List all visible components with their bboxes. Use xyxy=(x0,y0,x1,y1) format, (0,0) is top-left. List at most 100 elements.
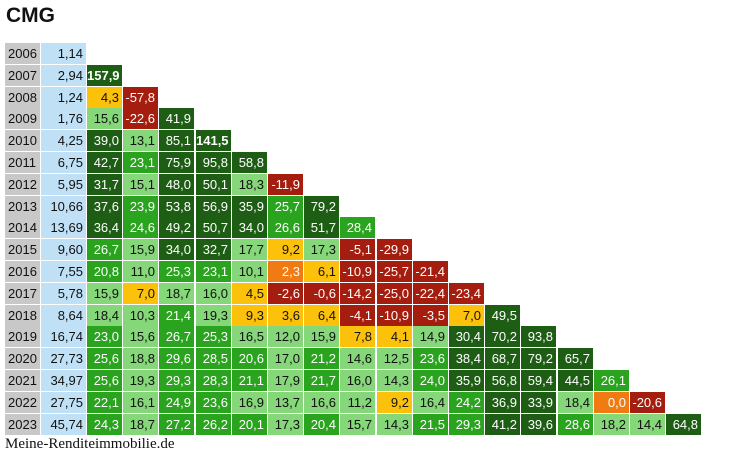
return-cell: 35,9 xyxy=(449,370,484,391)
return-cell: 25,3 xyxy=(159,261,194,282)
return-cell: 29,6 xyxy=(159,348,194,369)
year-label: 2009 xyxy=(5,108,40,129)
return-cell: 16,0 xyxy=(340,370,375,391)
price-value: 2,94 xyxy=(41,65,86,86)
return-cell: 85,1 xyxy=(159,130,194,151)
return-cell: 24,0 xyxy=(413,370,448,391)
return-cell: -29,9 xyxy=(377,239,412,260)
return-cell: 39,0 xyxy=(87,130,122,151)
return-cell: 10,1 xyxy=(232,261,267,282)
return-cell: 64,8 xyxy=(666,414,701,435)
return-cell: 9,3 xyxy=(232,305,267,326)
return-cell: 15,9 xyxy=(304,326,339,347)
return-cell: 2,3 xyxy=(268,261,303,282)
return-cell: 79,2 xyxy=(304,196,339,217)
return-cell: 39,6 xyxy=(521,414,556,435)
price-value: 27,73 xyxy=(41,348,86,369)
return-cell: 26,1 xyxy=(594,370,629,391)
return-cell: 18,4 xyxy=(558,392,593,413)
return-cell: 19,3 xyxy=(123,370,158,391)
price-value: 27,75 xyxy=(41,392,86,413)
return-cell: -11,9 xyxy=(268,174,303,195)
price-value: 13,69 xyxy=(41,217,86,238)
price-value: 1,24 xyxy=(41,87,86,108)
return-cell: -0,6 xyxy=(304,283,339,304)
return-cell: 14,3 xyxy=(377,370,412,391)
return-cell: 23,1 xyxy=(196,261,231,282)
return-cell: 28,4 xyxy=(340,217,375,238)
return-cell: 24,2 xyxy=(449,392,484,413)
return-cell: 37,6 xyxy=(87,196,122,217)
year-label: 2022 xyxy=(5,392,40,413)
return-cell: 13,7 xyxy=(268,392,303,413)
return-cell: -2,6 xyxy=(268,283,303,304)
return-cell: 18,2 xyxy=(594,414,629,435)
return-cell: 29,3 xyxy=(159,370,194,391)
source-footer: Meine-Renditeimmobilie.de xyxy=(5,436,175,452)
return-cell: 41,2 xyxy=(485,414,520,435)
return-cell: 16,4 xyxy=(413,392,448,413)
return-cell: 6,4 xyxy=(304,305,339,326)
return-cell: 7,0 xyxy=(449,305,484,326)
return-cell: 4,3 xyxy=(87,87,122,108)
year-label: 2013 xyxy=(5,196,40,217)
return-cell: 15,6 xyxy=(123,326,158,347)
return-cell: 70,2 xyxy=(485,326,520,347)
return-cell: 17,0 xyxy=(268,348,303,369)
return-cell: 32,7 xyxy=(196,239,231,260)
return-cell: -25,0 xyxy=(377,283,412,304)
return-cell: 26,7 xyxy=(87,239,122,260)
return-cell: -10,9 xyxy=(340,261,375,282)
price-value: 5,78 xyxy=(41,283,86,304)
return-cell: 95,8 xyxy=(196,152,231,173)
return-cell: 20,8 xyxy=(87,261,122,282)
return-cell: 4,5 xyxy=(232,283,267,304)
return-cell: 12,0 xyxy=(268,326,303,347)
return-cell: 26,6 xyxy=(268,217,303,238)
year-label: 2010 xyxy=(5,130,40,151)
year-label: 2012 xyxy=(5,174,40,195)
return-cell: 25,7 xyxy=(268,196,303,217)
return-cell: 30,4 xyxy=(449,326,484,347)
return-cell: 21,4 xyxy=(159,305,194,326)
return-cell: -20,6 xyxy=(630,392,665,413)
return-cell: 14,4 xyxy=(630,414,665,435)
return-cell: 93,8 xyxy=(521,326,556,347)
return-cell: 17,7 xyxy=(232,239,267,260)
return-cell: -5,1 xyxy=(340,239,375,260)
return-cell: 13,1 xyxy=(123,130,158,151)
return-cell: 51,7 xyxy=(304,217,339,238)
return-cell: 12,5 xyxy=(377,348,412,369)
return-cell: 20,6 xyxy=(232,348,267,369)
price-value: 9,60 xyxy=(41,239,86,260)
return-cell: 21,7 xyxy=(304,370,339,391)
return-cell: 24,9 xyxy=(159,392,194,413)
return-cell: 20,4 xyxy=(304,414,339,435)
return-cell: -21,4 xyxy=(413,261,448,282)
return-cell: 38,4 xyxy=(449,348,484,369)
return-cell: 28,6 xyxy=(558,414,593,435)
return-cell: 14,3 xyxy=(377,414,412,435)
return-cell: 75,9 xyxy=(159,152,194,173)
return-cell: 3,6 xyxy=(268,305,303,326)
year-label: 2016 xyxy=(5,261,40,282)
price-value: 16,74 xyxy=(41,326,86,347)
return-cell: 59,4 xyxy=(521,370,556,391)
return-cell: 21,1 xyxy=(232,370,267,391)
return-cell: 33,9 xyxy=(521,392,556,413)
price-value: 8,64 xyxy=(41,305,86,326)
return-cell: 29,3 xyxy=(449,414,484,435)
return-cell: 18,7 xyxy=(159,283,194,304)
return-cell: 23,9 xyxy=(123,196,158,217)
return-cell: 44,5 xyxy=(558,370,593,391)
return-cell: 41,9 xyxy=(159,108,194,129)
return-cell: 4,1 xyxy=(377,326,412,347)
return-cell: 35,9 xyxy=(232,196,267,217)
return-cell: 28,3 xyxy=(196,370,231,391)
return-cell: 34,0 xyxy=(232,217,267,238)
return-cell: 17,3 xyxy=(304,239,339,260)
return-cell: 16,6 xyxy=(304,392,339,413)
return-cell: 18,7 xyxy=(123,414,158,435)
return-cell: 16,5 xyxy=(232,326,267,347)
return-cell: -22,6 xyxy=(123,108,158,129)
